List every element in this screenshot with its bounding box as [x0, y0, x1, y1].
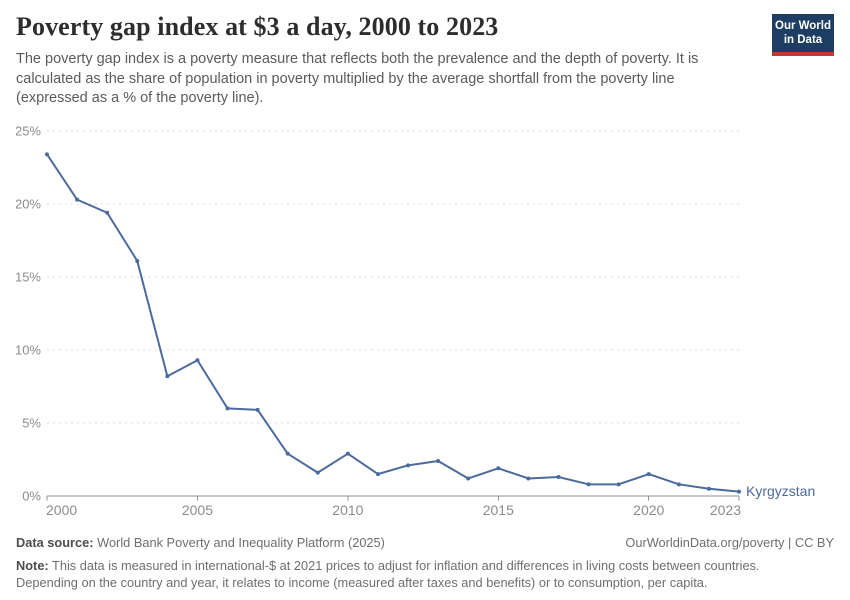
owid-logo[interactable]: Our World in Data — [772, 14, 834, 56]
data-point[interactable] — [285, 451, 290, 456]
x-tick-label: 2010 — [332, 502, 363, 518]
x-tick-label: 2020 — [633, 502, 664, 518]
chart-area[interactable]: 0% 5% 10% 15% 20% 25% 2000 2005 2010 2015 2020 2023… — [15, 111, 834, 530]
data-point[interactable] — [135, 258, 140, 263]
data-point[interactable] — [496, 466, 501, 471]
data-point[interactable] — [255, 407, 260, 412]
x-tick-label: 2000 — [46, 502, 77, 518]
data-point[interactable] — [556, 475, 561, 480]
credit-link[interactable]: OurWorldinData.org/poverty | CC BY — [625, 535, 834, 551]
data-point[interactable] — [706, 486, 711, 491]
data-point[interactable] — [345, 451, 350, 456]
x-tick-label: 2005 — [182, 502, 213, 518]
data-point[interactable] — [466, 476, 471, 481]
series-end-label[interactable]: Kyrgyzstan — [746, 483, 815, 499]
y-tick-label: 10% — [16, 343, 41, 358]
data-point[interactable] — [105, 210, 110, 215]
data-point[interactable] — [375, 472, 380, 477]
footer: Data source: World Bank Poverty and Ineq… — [16, 534, 834, 592]
footer-note: Note: This data is measured in internati… — [16, 557, 806, 592]
data-point[interactable] — [676, 482, 681, 487]
page-title: Poverty gap index at $3 a day, 2000 to 2… — [16, 12, 499, 41]
footer-source-row: Data source: World Bank Poverty and Ineq… — [16, 534, 834, 552]
y-tick-label: 25% — [16, 124, 41, 139]
data-point[interactable] — [195, 358, 200, 363]
y-tick-label: 15% — [16, 270, 41, 285]
owid-logo-line1: Our World — [775, 20, 832, 32]
data-point[interactable] — [436, 459, 441, 464]
y-tick-label: 20% — [16, 197, 41, 212]
data-point[interactable] — [616, 482, 621, 487]
y-tick-label: 0% — [22, 489, 41, 504]
data-point[interactable] — [315, 470, 320, 475]
data-source: Data source: World Bank Poverty and Ineq… — [16, 534, 385, 552]
note-text: This data is measured in international-$… — [16, 557, 760, 591]
data-point[interactable] — [737, 489, 741, 494]
data-point[interactable] — [165, 374, 170, 379]
data-point[interactable] — [406, 463, 411, 468]
note-label: Note: — [16, 557, 49, 573]
data-point[interactable] — [586, 482, 591, 487]
x-tick-label: 2015 — [483, 502, 514, 518]
data-point[interactable] — [225, 406, 230, 411]
line-chart[interactable]: 0% 5% 10% 15% 20% 25% 2000 2005 2010 2015 2020 2023… — [15, 111, 834, 525]
data-point[interactable] — [45, 152, 49, 157]
header-titles: Poverty gap index at $3 a day, 2000 to 2… — [16, 12, 728, 109]
data-point[interactable] — [75, 197, 80, 202]
data-source-label: Data source: — [16, 535, 94, 551]
data-point[interactable] — [646, 472, 651, 477]
page-subtitle: The poverty gap index is a poverty measu… — [16, 50, 699, 107]
header: Poverty gap index at $3 a day, 2000 to 2… — [16, 12, 834, 109]
owid-logo-line2: in Data — [783, 34, 823, 47]
x-tick-label: 2023 — [710, 502, 741, 518]
data-point[interactable] — [526, 476, 531, 481]
data-source-text: World Bank Poverty and Inequality Platfo… — [97, 535, 385, 551]
y-tick-label: 5% — [22, 416, 41, 431]
data-line[interactable] — [46, 153, 740, 493]
